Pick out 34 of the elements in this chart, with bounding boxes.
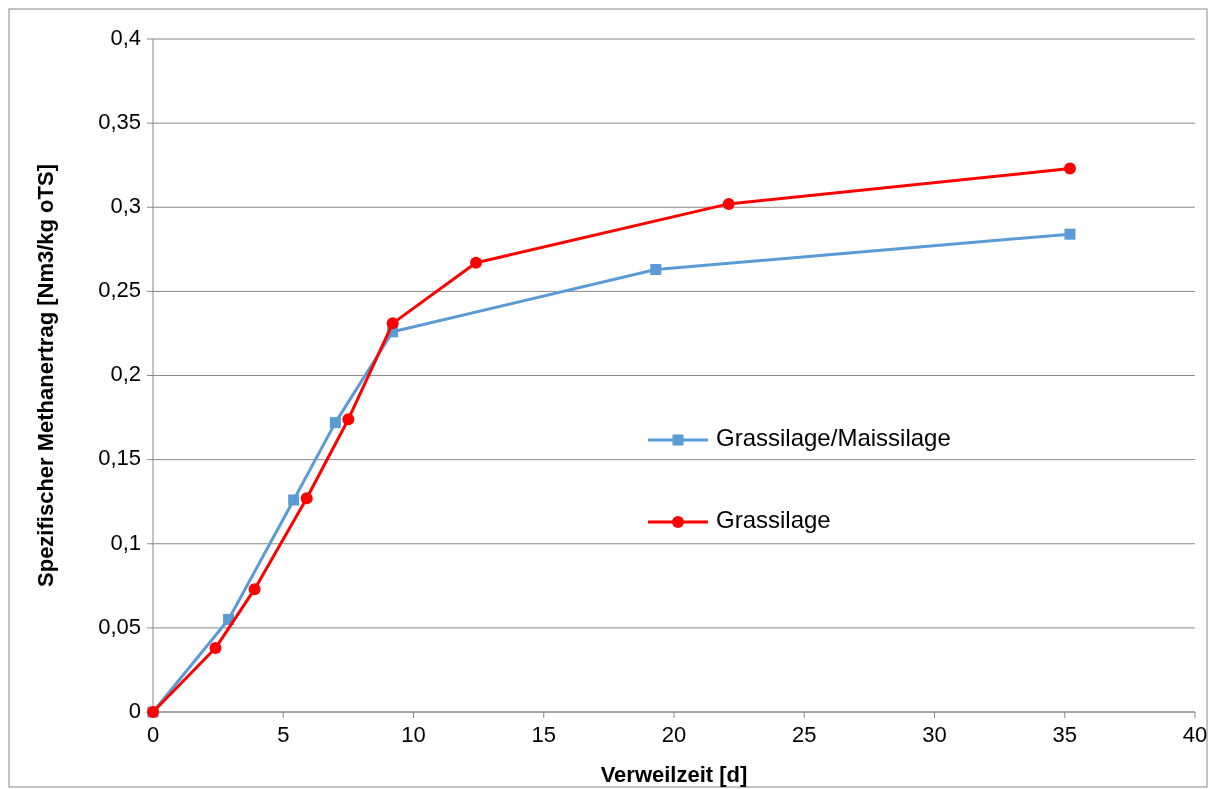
point	[209, 642, 222, 655]
x-tick-label: 10	[401, 722, 426, 747]
y-tick-label: 0,3	[110, 193, 141, 219]
x-tick-label: 0	[146, 722, 160, 747]
x-tick-label: 35	[1052, 722, 1077, 747]
legend-label: Grassilage/Maissilage	[716, 424, 951, 452]
point	[329, 417, 341, 429]
x-axis-title: Verweilzeit [d]	[600, 762, 748, 787]
point	[342, 413, 355, 426]
x-tick-label: 20	[661, 722, 687, 747]
x-tick-label: 15	[531, 722, 556, 747]
y-tick-label: 0	[128, 697, 141, 723]
point	[722, 197, 735, 210]
x-tick-label: 40	[1182, 722, 1208, 747]
y-tick-label: 0,25	[98, 277, 141, 303]
point	[650, 264, 662, 275]
point	[470, 256, 483, 269]
point	[248, 583, 261, 596]
point	[1063, 162, 1076, 175]
y-tick-label: 0,35	[98, 108, 141, 134]
y-tick-label: 0,4	[110, 24, 141, 50]
x-tick-label: 5	[277, 722, 290, 747]
y-axis-title: Spezifischer Methanertrag [Nm3/kg oTS]	[33, 164, 58, 587]
point	[386, 317, 399, 330]
legend-label: Grassilage	[716, 506, 831, 534]
y-tick-label: 0,1	[110, 529, 141, 555]
y-tick-label: 0,05	[98, 613, 141, 639]
point	[288, 494, 300, 506]
point	[300, 492, 313, 505]
x-tick-label: 30	[922, 722, 947, 747]
x-tick-label: 25	[792, 722, 817, 747]
y-tick-label: 0,2	[110, 361, 141, 387]
point	[1064, 228, 1076, 240]
y-tick-label: 0,15	[98, 445, 141, 471]
